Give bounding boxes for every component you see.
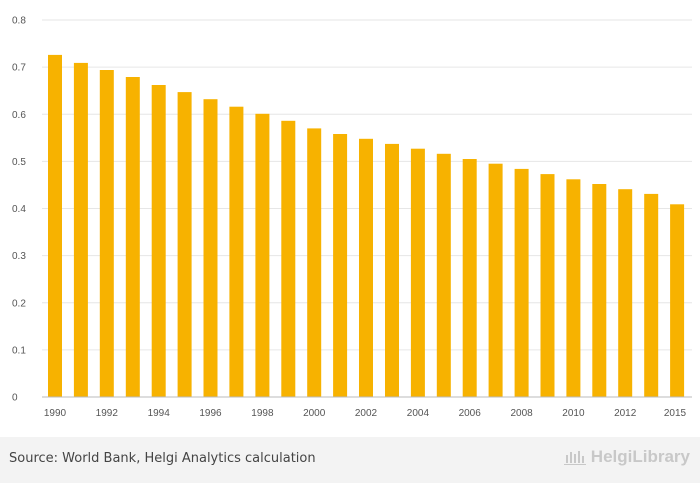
x-tick-label: 1992 (96, 408, 119, 419)
library-icon (563, 451, 586, 465)
bar-2010 (566, 179, 581, 397)
brand-logo: HelgiLibrary (562, 447, 690, 467)
bar-2009 (540, 174, 555, 397)
x-axis-ticks: 1990 1992 1994 1996 1998 2000 2002 2004 2006 2008… (44, 408, 687, 419)
bar-1992 (99, 70, 114, 397)
y-tick-label: 0.1 (12, 345, 26, 356)
bars (48, 54, 685, 398)
bar-1990 (48, 54, 62, 398)
bar-2006 (462, 159, 477, 397)
bar-2012 (618, 189, 633, 397)
bar-1991 (73, 62, 88, 398)
x-tick-label: 2000 (303, 408, 326, 419)
bar-2008 (514, 168, 529, 397)
bar-2014 (670, 204, 685, 397)
bar-2013 (644, 193, 659, 397)
bar-2002 (359, 138, 373, 398)
source-note: Source: World Bank, Helgi Analytics calc… (9, 451, 316, 466)
x-tick-label: 2010 (562, 408, 585, 419)
bar-1994 (151, 85, 166, 397)
bar-1998 (255, 113, 270, 398)
bar-1993 (125, 77, 140, 397)
x-tick-label: 1996 (199, 408, 222, 419)
bar-2000 (307, 128, 322, 397)
chart-footer: Source: World Bank, Helgi Analytics calc… (0, 437, 700, 483)
y-tick-label: 0.2 (12, 298, 26, 309)
y-tick-label: 0.5 (12, 157, 26, 168)
y-tick-label: 0.3 (12, 251, 26, 262)
y-axis-ticks: 0 0.1 0.2 0.3 0.4 0.5 0.6 0.7 0.8 (12, 16, 26, 404)
x-tick-label: 2012 (614, 408, 637, 419)
bar-2005 (436, 153, 451, 397)
x-tick-label: 2004 (407, 408, 430, 419)
bar-1997 (229, 106, 244, 397)
bar-1996 (203, 99, 218, 397)
y-tick-label: 0.4 (12, 204, 26, 215)
y-tick-label: 0.6 (12, 110, 26, 121)
brand-name: HelgiLibrary (590, 447, 690, 466)
bar-1995 (177, 92, 192, 397)
bar-chart: 00.10.20.30.40.50.60.70.8 1990 1992 1994 19… (12, 16, 692, 419)
x-tick-label: 2002 (355, 408, 378, 419)
bar-2007 (488, 163, 503, 397)
x-tick-label: 1998 (251, 408, 274, 419)
bar-2011 (592, 184, 607, 397)
bar-2001 (333, 134, 348, 397)
bar-2004 (410, 148, 425, 397)
x-tick-label: 1990 (44, 408, 67, 419)
y-tick-label: 0 (12, 393, 18, 404)
x-tick-label: 2008 (510, 408, 533, 419)
y-tick-label: 0.8 (12, 16, 26, 27)
y-tick-label: 0.7 (12, 63, 26, 74)
x-tick-label: 1994 (148, 408, 171, 419)
x-tick-label: 2006 (459, 408, 482, 419)
bar-2003 (385, 143, 399, 397)
bar-1999 (281, 120, 296, 398)
x-tick-label: 2015 (664, 408, 687, 419)
